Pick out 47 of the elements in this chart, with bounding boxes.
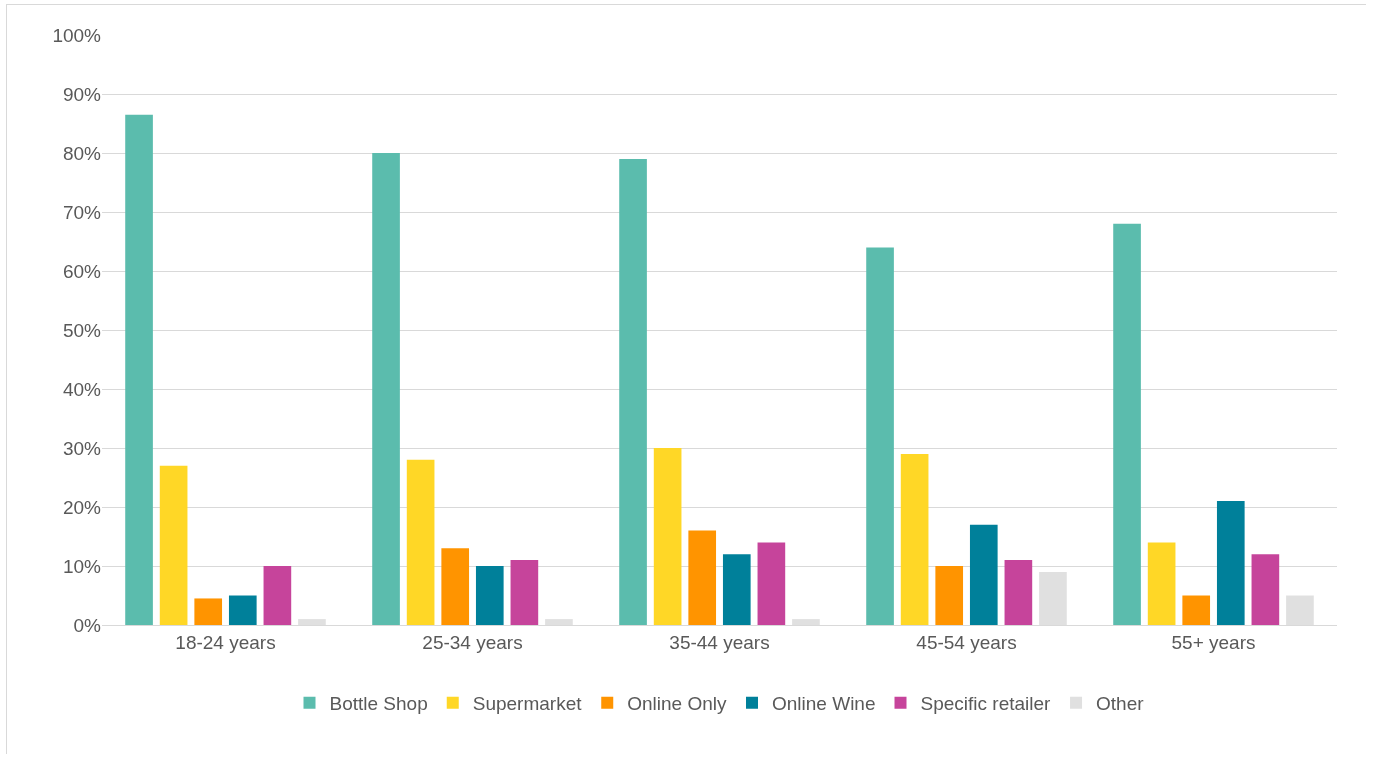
legend-label: Bottle Shop (329, 693, 428, 715)
bar (475, 566, 504, 625)
legend-label: Other (1096, 693, 1145, 715)
x-tick-label: 25-34 years (422, 631, 523, 653)
bar (228, 595, 257, 625)
bar (441, 548, 470, 625)
y-tick-label: 20% (62, 496, 102, 518)
y-tick-label: 30% (62, 437, 102, 459)
y-tick-label: 40% (62, 378, 102, 400)
legend-label: Online Only (627, 693, 728, 715)
bar (722, 554, 751, 625)
y-tick-label: 60% (62, 260, 102, 282)
bar (159, 465, 188, 625)
x-tick-label: 55+ years (1171, 631, 1256, 653)
y-tick-label: 0% (73, 614, 102, 636)
bar (194, 598, 223, 625)
bar (688, 530, 717, 625)
x-tick-label: 35-44 years (669, 631, 770, 653)
bar (510, 560, 539, 625)
y-tick-label: 70% (62, 201, 102, 223)
legend-label: Supermarket (472, 693, 583, 715)
bar (263, 566, 292, 625)
bar (757, 542, 786, 625)
bar (125, 114, 153, 625)
bar (1004, 560, 1033, 625)
bar (1182, 595, 1211, 625)
x-tick-label: 18-24 years (175, 631, 276, 653)
bar (935, 566, 964, 625)
bar (619, 158, 647, 625)
bar (372, 153, 400, 625)
bar (900, 453, 929, 625)
y-tick-label: 90% (62, 83, 102, 105)
bar (1216, 501, 1245, 625)
bar (969, 524, 998, 625)
bar (406, 459, 435, 625)
y-tick-label: 100% (52, 24, 102, 46)
legend-label: Specific retailer (920, 693, 1052, 715)
x-tick-label: 45-54 years (916, 631, 1017, 653)
bar (1113, 223, 1141, 625)
bar (653, 448, 682, 625)
y-tick-label: 50% (62, 319, 102, 341)
bar (1147, 542, 1176, 625)
bar (866, 247, 894, 625)
y-tick-label: 80% (62, 142, 102, 164)
y-tick-label: 10% (62, 555, 102, 577)
bar (1251, 554, 1280, 625)
legend-label: Online Wine (772, 693, 876, 715)
